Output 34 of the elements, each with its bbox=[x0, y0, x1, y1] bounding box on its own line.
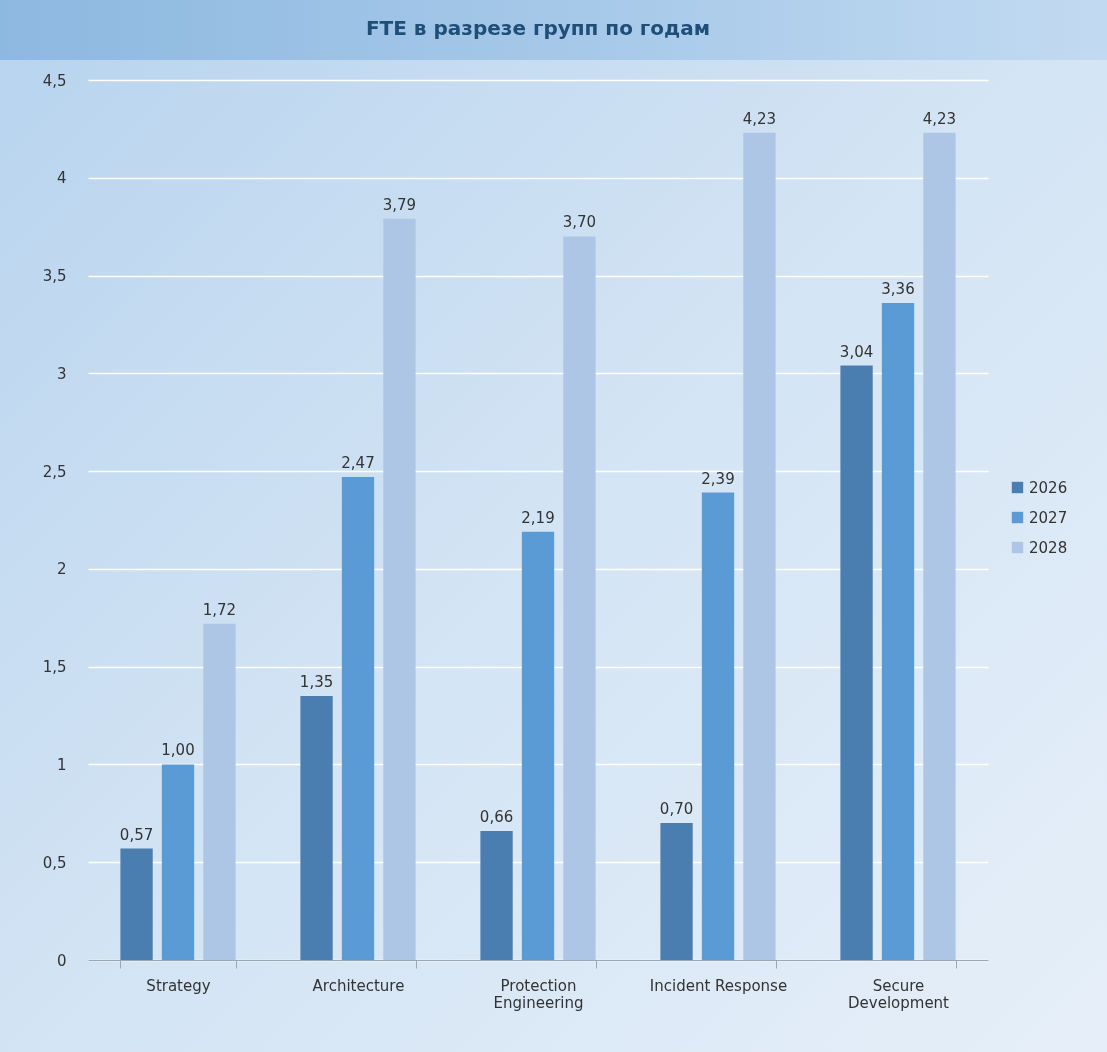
y-tick-label: 0 bbox=[56, 951, 67, 970]
y-tick-label: 2 bbox=[56, 560, 67, 579]
data-label: 3,70 bbox=[562, 213, 597, 232]
data-label: 2,47 bbox=[341, 453, 375, 472]
y-tick-label: 4 bbox=[56, 169, 67, 188]
y-tick-label: 1 bbox=[56, 755, 67, 774]
data-label: 2,39 bbox=[701, 469, 735, 488]
legend-label: 2027 bbox=[1029, 508, 1068, 527]
y-tick-label: 0,5 bbox=[42, 853, 67, 872]
data-label: 4,23 bbox=[742, 109, 777, 128]
y-tick-label: 1,5 bbox=[42, 658, 67, 677]
data-label: 3,36 bbox=[881, 279, 915, 298]
data-label: 4,23 bbox=[922, 109, 957, 128]
data-label: 1,00 bbox=[161, 741, 195, 760]
data-label: 1,35 bbox=[299, 673, 334, 691]
y-tick-label: 3 bbox=[56, 364, 67, 383]
data-label: 3,79 bbox=[382, 195, 417, 214]
y-tick-label: 4,5 bbox=[42, 71, 67, 90]
data-label: 2,19 bbox=[521, 508, 555, 527]
legend-label: 2028 bbox=[1029, 538, 1068, 557]
x-tick-label: Architecture bbox=[312, 976, 405, 995]
data-label: 3,04 bbox=[839, 342, 874, 361]
data-label: 0,66 bbox=[479, 807, 514, 826]
chart-title: FTE в разрезе групп по годам bbox=[365, 16, 711, 40]
x-tick-label: Strategy bbox=[146, 976, 211, 995]
data-label: 0,70 bbox=[659, 800, 694, 819]
legend-label: 2026 bbox=[1029, 478, 1068, 497]
y-tick-label: 3,5 bbox=[42, 267, 67, 286]
y-tick-label: 2,5 bbox=[42, 462, 67, 481]
data-label: 1,72 bbox=[202, 600, 237, 619]
x-tick-label: Secure Development bbox=[848, 976, 950, 1012]
data-label: 0,57 bbox=[119, 825, 154, 844]
x-tick-label: Incident Response bbox=[649, 976, 788, 995]
x-tick-label: Protection Engineering bbox=[493, 976, 584, 1012]
